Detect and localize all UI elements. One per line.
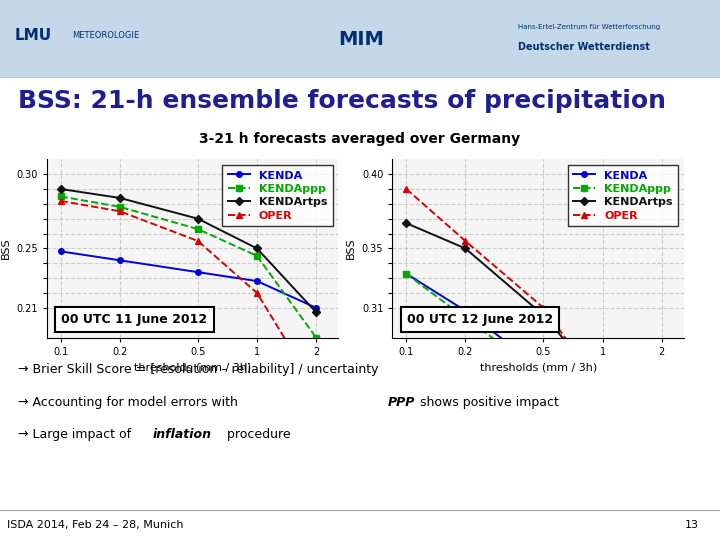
Legend: KENDA, KENDAppp, KENDArtps, OPER: KENDA, KENDAppp, KENDArtps, OPER [568,165,678,226]
KENDArtps [402,220,410,226]
KENDA [312,305,320,311]
Text: 3-21 h forecasts averaged over Germany: 3-21 h forecasts averaged over Germany [199,132,521,146]
KENDA [598,441,607,448]
OPER [598,386,607,393]
KENDAppp [253,253,261,259]
X-axis label: thresholds (mm / 3h): thresholds (mm / 3h) [480,362,597,372]
Text: 00 UTC 12 June 2012: 00 UTC 12 June 2012 [407,313,553,326]
KENDArtps [56,186,65,192]
Text: LMU: LMU [14,28,52,43]
OPER [253,289,261,296]
KENDArtps [253,245,261,252]
KENDA [461,307,469,314]
KENDAppp [539,372,548,378]
OPER [115,208,124,214]
OPER [402,186,410,192]
Text: METEOROLOGIE: METEOROLOGIE [72,31,139,40]
Text: BSS: 21-h ensemble forecasts of precipitation: BSS: 21-h ensemble forecasts of precipit… [18,89,666,113]
KENDArtps [461,245,469,252]
Text: ISDA 2014, Feb 24 – 28, Munich: ISDA 2014, Feb 24 – 28, Munich [7,520,184,530]
Line: KENDA: KENDA [403,271,665,540]
Line: KENDArtps: KENDArtps [403,220,665,529]
Text: → Brier Skill Score = [resolution – reliability] / uncertainty: → Brier Skill Score = [resolution – reli… [18,363,379,376]
KENDAppp [402,271,410,277]
Text: Deutscher Wetterdienst: Deutscher Wetterdienst [518,42,650,52]
OPER [194,238,202,244]
KENDArtps [312,309,320,315]
KENDA [402,271,410,277]
Text: Hans-Ertel-Zentrum für Wetterforschung: Hans-Ertel-Zentrum für Wetterforschung [518,24,660,30]
Text: MIM: MIM [338,30,384,49]
KENDArtps [115,195,124,201]
Y-axis label: BSS: BSS [346,238,356,259]
OPER [312,386,320,393]
KENDAppp [194,226,202,232]
Text: 00 UTC 11 June 2012: 00 UTC 11 June 2012 [61,313,207,326]
Line: KENDAppp: KENDAppp [403,271,665,534]
Text: → Accounting for model errors with: → Accounting for model errors with [18,396,242,409]
OPER [461,238,469,244]
KENDAppp [598,432,607,438]
Text: PPP: PPP [387,396,415,409]
KENDA [253,278,261,284]
KENDArtps [539,312,548,319]
Text: inflation: inflation [153,428,212,441]
Y-axis label: BSS: BSS [1,238,11,259]
Line: KENDArtps: KENDArtps [58,186,319,315]
KENDArtps [657,523,666,529]
Line: KENDAppp: KENDAppp [58,194,319,340]
Text: procedure: procedure [223,428,291,441]
Text: 13: 13 [685,520,698,530]
KENDAppp [312,334,320,341]
KENDA [539,367,548,373]
KENDA [194,269,202,275]
KENDArtps [598,382,607,388]
Legend: KENDA, KENDAppp, KENDArtps, OPER: KENDA, KENDAppp, KENDArtps, OPER [222,165,333,226]
OPER [657,535,666,540]
Text: shows positive impact: shows positive impact [416,396,559,409]
OPER [56,198,65,204]
KENDAppp [56,193,65,200]
Line: OPER: OPER [402,186,665,540]
KENDAppp [657,527,666,534]
KENDAppp [461,315,469,321]
KENDA [56,248,65,255]
KENDAppp [115,204,124,210]
KENDArtps [194,215,202,222]
X-axis label: thresholds (mm / 3h): thresholds (mm / 3h) [134,362,251,372]
Line: OPER: OPER [57,198,320,393]
Line: KENDA: KENDA [58,248,319,310]
KENDA [115,257,124,264]
OPER [539,305,548,311]
Text: → Large impact of: → Large impact of [18,428,135,441]
